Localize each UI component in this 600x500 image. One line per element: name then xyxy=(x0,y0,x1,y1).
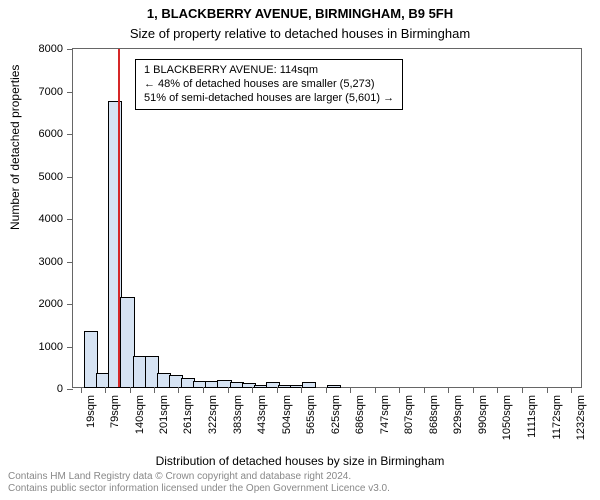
x-tick xyxy=(522,387,523,393)
histogram-bar xyxy=(121,298,133,387)
y-tick xyxy=(67,347,73,348)
x-tick-label: 504sqm xyxy=(281,395,293,434)
y-tick-label: 0 xyxy=(57,383,63,395)
x-tick xyxy=(350,387,351,393)
x-tick-label: 1172sqm xyxy=(551,395,563,439)
x-tick xyxy=(326,387,327,393)
x-tick xyxy=(252,387,253,393)
x-tick xyxy=(105,387,106,393)
y-tick xyxy=(67,177,73,178)
x-tick-label: 868sqm xyxy=(428,395,440,434)
histogram-bar xyxy=(85,332,97,387)
reference-line xyxy=(118,49,120,387)
x-tick xyxy=(277,387,278,393)
x-tick-label: 19sqm xyxy=(85,395,97,428)
annotation-line: ← 48% of detached houses are smaller (5,… xyxy=(144,78,394,92)
x-tick xyxy=(399,387,400,393)
annotation-box: 1 BLACKBERRY AVENUE: 114sqm ← 48% of det… xyxy=(135,59,403,110)
x-tick-label: 807sqm xyxy=(403,395,415,434)
x-tick xyxy=(301,387,302,393)
annotation-line: 1 BLACKBERRY AVENUE: 114sqm xyxy=(144,64,394,78)
histogram-bar xyxy=(255,386,267,387)
x-tick xyxy=(178,387,179,393)
y-tick xyxy=(67,92,73,93)
page-subtitle: Size of property relative to detached ho… xyxy=(0,26,600,41)
x-tick xyxy=(497,387,498,393)
histogram-bar xyxy=(328,386,340,387)
y-tick-label: 5000 xyxy=(39,171,63,183)
y-tick-label: 4000 xyxy=(39,213,63,225)
histogram-bar xyxy=(97,374,109,387)
x-tick xyxy=(228,387,229,393)
x-tick-label: 990sqm xyxy=(477,395,489,434)
x-tick xyxy=(547,387,548,393)
x-tick-label: 201sqm xyxy=(158,395,170,434)
annotation-line: 51% of semi-detached houses are larger (… xyxy=(144,92,394,106)
histogram-bar xyxy=(279,386,291,387)
histogram-bar xyxy=(170,376,182,387)
footnote: Contains HM Land Registry data © Crown c… xyxy=(8,471,592,494)
y-tick-label: 6000 xyxy=(39,128,63,140)
x-tick-label: 929sqm xyxy=(452,395,464,434)
histogram-bar xyxy=(303,383,315,387)
y-tick xyxy=(67,262,73,263)
histogram-bar xyxy=(231,383,243,387)
y-tick xyxy=(67,304,73,305)
footnote-line: Contains HM Land Registry data © Crown c… xyxy=(8,471,592,483)
x-tick xyxy=(203,387,204,393)
y-tick xyxy=(67,219,73,220)
histogram-plot: 1 BLACKBERRY AVENUE: 114sqm ← 48% of det… xyxy=(72,48,582,388)
x-tick-label: 747sqm xyxy=(379,395,391,434)
x-tick xyxy=(154,387,155,393)
y-tick-label: 2000 xyxy=(39,298,63,310)
x-tick-label: 565sqm xyxy=(305,395,317,434)
x-tick xyxy=(448,387,449,393)
x-tick-label: 79sqm xyxy=(109,395,121,428)
x-tick-label: 443sqm xyxy=(256,395,268,434)
x-tick-label: 1050sqm xyxy=(501,395,513,440)
histogram-bar xyxy=(194,382,206,387)
histogram-bar xyxy=(158,374,170,387)
x-tick xyxy=(571,387,572,393)
x-tick-label: 1111sqm xyxy=(526,395,538,438)
x-tick-label: 261sqm xyxy=(182,395,194,434)
x-tick-label: 625sqm xyxy=(330,395,342,434)
footnote-line: Contains public sector information licen… xyxy=(8,483,592,495)
x-tick-label: 686sqm xyxy=(354,395,366,434)
y-tick xyxy=(67,49,73,50)
x-tick xyxy=(473,387,474,393)
x-tick xyxy=(130,387,131,393)
x-tick xyxy=(375,387,376,393)
y-axis-label: Number of detached properties xyxy=(8,65,22,230)
x-tick-label: 383sqm xyxy=(232,395,244,434)
y-tick-label: 1000 xyxy=(39,341,63,353)
x-tick-label: 322sqm xyxy=(207,395,219,434)
x-tick xyxy=(424,387,425,393)
y-tick xyxy=(67,134,73,135)
x-axis-label: Distribution of detached houses by size … xyxy=(0,454,600,468)
x-tick-label: 1232sqm xyxy=(575,395,587,440)
histogram-bar xyxy=(182,379,194,387)
y-tick xyxy=(67,389,73,390)
histogram-bar xyxy=(146,357,158,387)
histogram-bar xyxy=(134,357,146,387)
y-tick-label: 7000 xyxy=(39,86,63,98)
y-tick-label: 8000 xyxy=(39,43,63,55)
page-title-address: 1, BLACKBERRY AVENUE, BIRMINGHAM, B9 5FH xyxy=(0,6,600,21)
histogram-bar xyxy=(206,382,218,387)
x-tick-label: 140sqm xyxy=(134,395,146,434)
x-tick xyxy=(81,387,82,393)
y-tick-label: 3000 xyxy=(39,256,63,268)
